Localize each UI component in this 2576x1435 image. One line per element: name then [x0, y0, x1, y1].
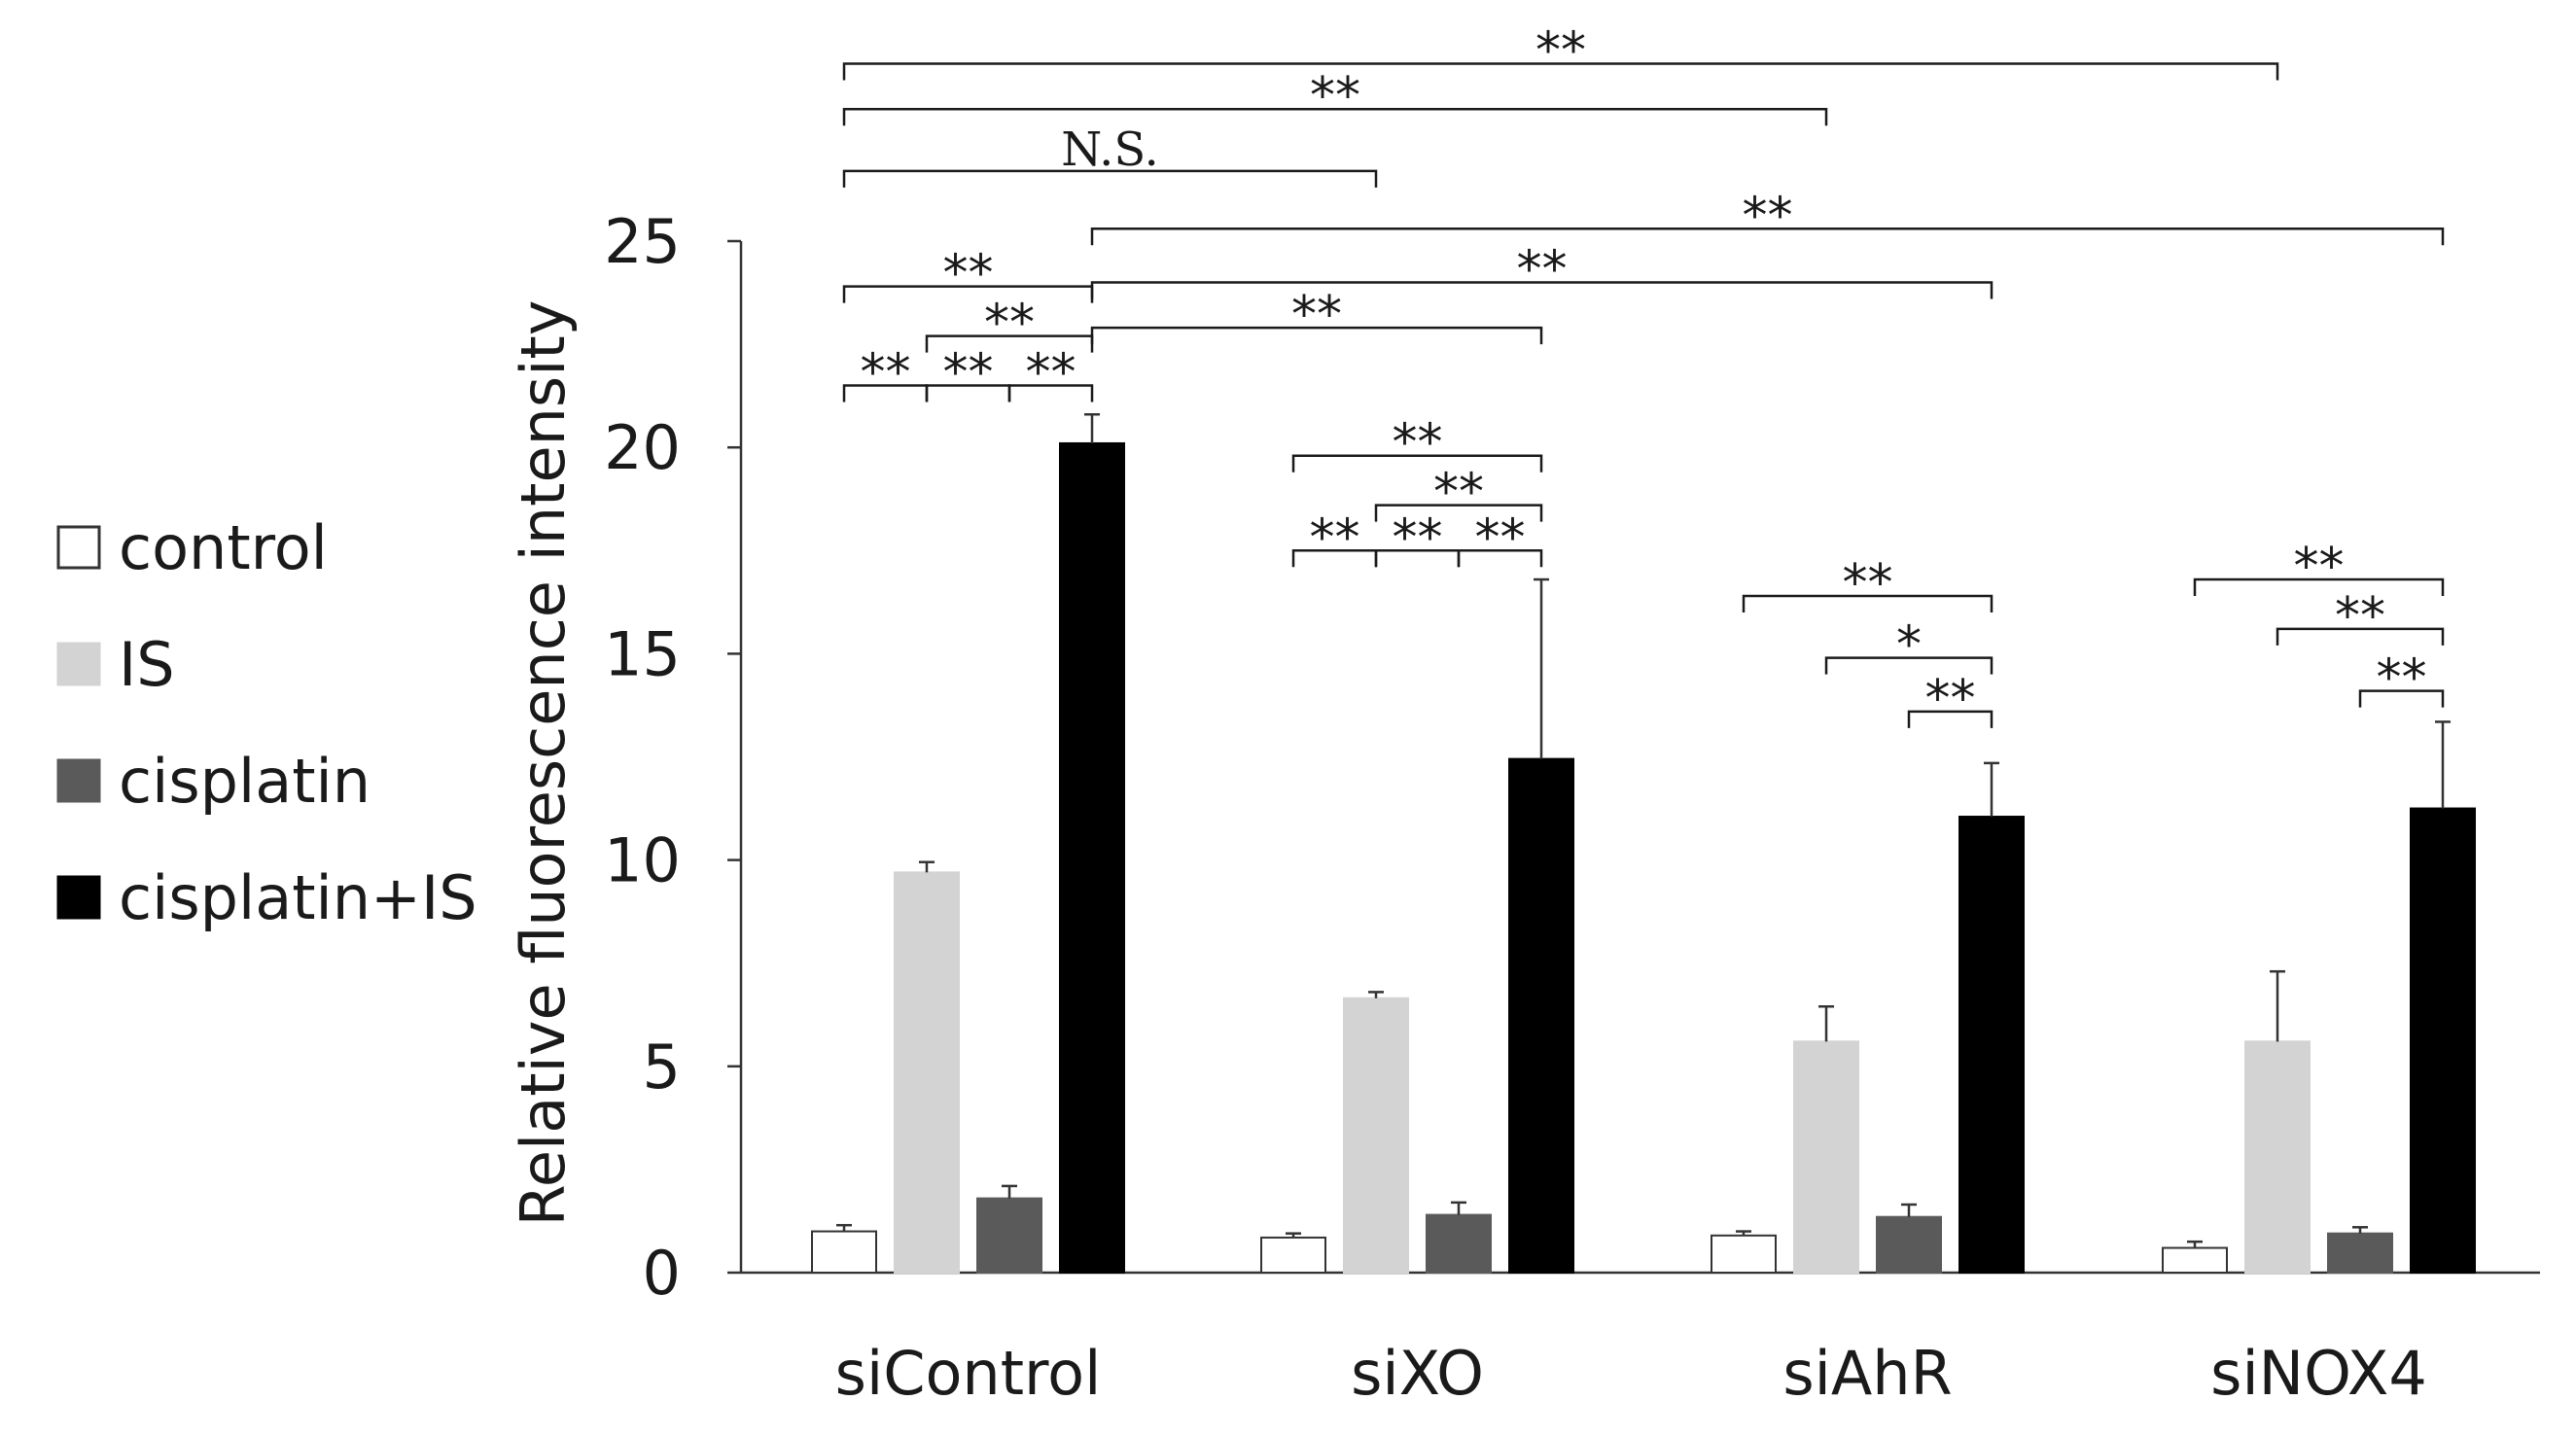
- legend-swatch: [56, 525, 101, 570]
- legend-swatch: [56, 758, 101, 803]
- bar-control: [1711, 1234, 1777, 1274]
- significance-label: **: [1393, 508, 1443, 567]
- bar-is: [1793, 1040, 1859, 1275]
- bar-control: [1260, 1236, 1326, 1275]
- significance-label: **: [1433, 464, 1484, 522]
- significance-bracket: [1742, 594, 1994, 612]
- x-tick-label: siNOX4: [2210, 1338, 2427, 1409]
- legend-label: IS: [119, 629, 175, 700]
- significance-label: **: [1743, 187, 1793, 245]
- bar-cisplatin-is: [1059, 441, 1125, 1274]
- significance-label: **: [943, 245, 994, 303]
- y-tick-label: 25: [604, 206, 681, 277]
- x-tick-label: siXO: [1351, 1338, 1484, 1409]
- significance-label: **: [1310, 67, 1360, 125]
- legend-swatch: [56, 875, 101, 920]
- bar-is: [2244, 1040, 2311, 1275]
- significance-bracket: [1824, 656, 1994, 675]
- bar-cisplatin-is: [2410, 807, 2476, 1274]
- y-tick-label: 5: [643, 1032, 681, 1102]
- y-tick-label: 15: [604, 618, 681, 689]
- legend-swatch: [56, 642, 101, 686]
- significance-bracket: [842, 169, 1378, 188]
- bar-cisplatin: [2327, 1232, 2393, 1275]
- significance-label: **: [1291, 286, 1342, 344]
- significance-bracket: [1457, 549, 1543, 568]
- legend: control IS cisplatin cisplatin+IS: [56, 512, 477, 933]
- y-axis-label: Relative fluorescence intensity: [508, 300, 579, 1227]
- bar-cisplatin-is: [1508, 757, 1574, 1274]
- bar-cisplatin-is: [1958, 816, 2025, 1275]
- significance-label: N.S.: [1061, 122, 1159, 177]
- significance-label: **: [1393, 414, 1443, 472]
- significance-annotations: ** ** ************N.S.****** ** ************…: [842, 22, 2445, 728]
- significance-bracket: [2193, 578, 2445, 597]
- significance-label: **: [1535, 22, 1586, 81]
- significance-label: **: [2335, 587, 2385, 646]
- significance-label: **: [1925, 670, 1976, 728]
- x-tick-label: siControl: [835, 1338, 1102, 1409]
- significance-label: **: [1843, 554, 1893, 612]
- bars: [811, 412, 2476, 1275]
- legend-label: cisplatin: [119, 746, 371, 817]
- y-tick-label: 10: [604, 825, 681, 896]
- y-tick-label: 20: [604, 412, 681, 483]
- axes: 0 5 10 15 20 25 siControl siXO siAhR siNOX4: [604, 206, 2540, 1409]
- significance-label: **: [861, 344, 911, 402]
- significance-label: **: [984, 295, 1035, 353]
- bar-is: [1343, 997, 1409, 1275]
- significance-bracket: [2358, 689, 2445, 708]
- significance-bracket: [1374, 504, 1543, 522]
- y-tick-label: 0: [643, 1238, 681, 1309]
- bar-is: [894, 871, 960, 1274]
- significance-bracket: [842, 107, 1828, 126]
- significance-bracket: [1291, 454, 1543, 472]
- significance-label: **: [943, 344, 994, 402]
- bar-control: [811, 1230, 877, 1275]
- significance-bracket: [1090, 281, 1994, 299]
- significance-label: **: [1310, 508, 1360, 567]
- significance-bracket: [1090, 326, 1543, 345]
- significance-label: **: [2377, 649, 2427, 708]
- bar-cisplatin: [1426, 1213, 1492, 1274]
- significance-label: **: [2294, 538, 2345, 596]
- significance-label: **: [1026, 344, 1076, 402]
- significance-label: *: [1896, 616, 1922, 675]
- legend-label: control: [119, 512, 328, 583]
- significance-bracket: [1907, 710, 1994, 728]
- significance-bracket: [1007, 384, 1094, 402]
- significance-bracket: [2276, 627, 2445, 646]
- bar-cisplatin: [976, 1197, 1042, 1275]
- x-tick-label: siAhR: [1782, 1338, 1952, 1409]
- legend-label: cisplatin+IS: [119, 862, 477, 933]
- bar-control: [2162, 1246, 2228, 1275]
- significance-bracket: [1090, 228, 2445, 246]
- significance-bracket: [842, 62, 2279, 81]
- significance-label: **: [1517, 240, 1568, 298]
- bar-cisplatin: [1876, 1215, 1942, 1275]
- significance-label: **: [1475, 508, 1526, 567]
